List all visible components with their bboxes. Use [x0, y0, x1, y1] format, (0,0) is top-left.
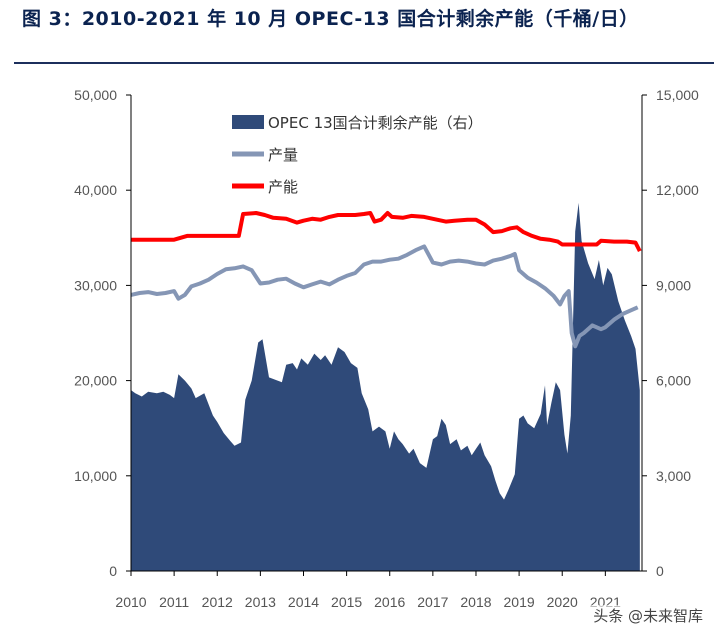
x-tick-label: 2018 [460, 594, 491, 610]
legend-swatch-spare-capacity [232, 115, 264, 129]
y-right-tick-label: 0 [656, 563, 664, 579]
x-tick-label: 2019 [504, 594, 535, 610]
chart-title: 图 3：2010-2021 年 10 月 OPEC-13 国合计剩余产能（千桶/… [22, 8, 639, 30]
y-right-tick-label: 15,000 [656, 87, 699, 103]
y-right-tick-label: 3,000 [656, 468, 691, 484]
y-left-tick-label: 10,000 [74, 468, 117, 484]
legend-label: 产能 [268, 178, 298, 196]
y-left-tick-label: 0 [109, 563, 117, 579]
x-tick-label: 2012 [202, 594, 233, 610]
x-tick-label: 2011 [159, 594, 189, 610]
series-line-production [130, 244, 639, 349]
y-right-tick-label: 6,000 [656, 373, 691, 389]
y-right-tick-label: 9,000 [656, 277, 691, 293]
legend-label: 产量 [268, 146, 298, 164]
title-divider [14, 62, 714, 64]
y-right-tick-label: 12,000 [656, 182, 699, 198]
series-area-spare-capacity [131, 202, 640, 571]
y-left-tick-label: 30,000 [74, 277, 117, 293]
watermark: 头条 @未来智库 [590, 605, 706, 626]
y-left-tick-label: 50,000 [74, 87, 117, 103]
x-tick-label: 2017 [417, 594, 448, 610]
legend-label: OPEC 13国合计剩余产能（右） [268, 114, 483, 132]
x-tick-label: 2014 [288, 594, 319, 610]
y-left-tick-label: 40,000 [74, 182, 117, 198]
y-left-tick-label: 20,000 [74, 373, 117, 389]
series-line-capacity [131, 211, 642, 253]
x-tick-label: 2015 [331, 594, 362, 610]
x-tick-label: 2016 [374, 594, 405, 610]
x-tick-label: 2010 [115, 594, 146, 610]
x-tick-label: 2013 [245, 594, 276, 610]
x-tick-label: 2020 [547, 594, 578, 610]
